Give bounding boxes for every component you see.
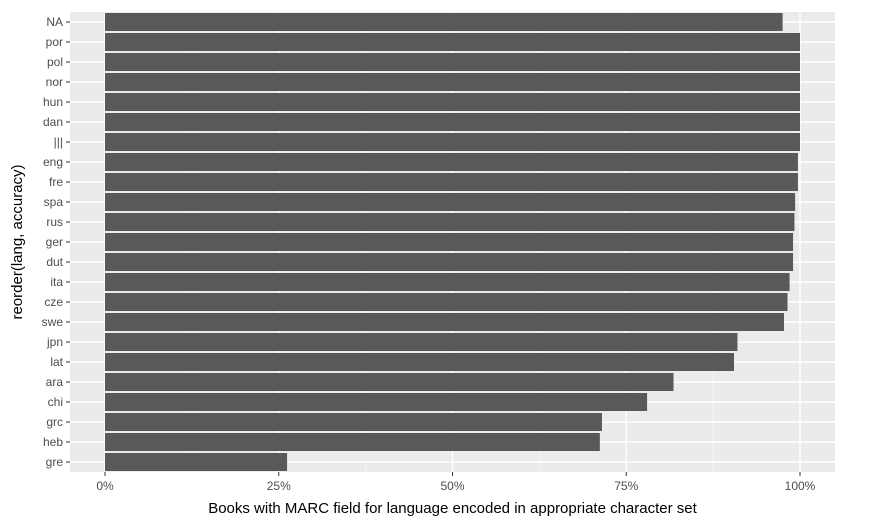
y-tick-label: por [46, 35, 63, 49]
bar-swe [105, 313, 785, 331]
bar-heb [105, 433, 600, 451]
bar-ara [105, 373, 674, 391]
bar-gre [105, 453, 288, 471]
bar-chi [105, 393, 648, 411]
y-tick-label: lat [50, 355, 63, 369]
bar-pol [105, 53, 800, 71]
y-tick-label: gre [46, 455, 64, 469]
y-tick-label: nor [46, 75, 63, 89]
bar-fre [105, 173, 798, 191]
bar-||| [105, 133, 800, 151]
bar-ger [105, 233, 794, 251]
bars [105, 13, 800, 471]
bar-hun [105, 93, 800, 111]
bar-grc [105, 413, 602, 431]
y-tick-label: eng [43, 155, 63, 169]
bar-ita [105, 273, 790, 291]
bar-NA [105, 13, 783, 31]
y-tick-label: NA [46, 15, 63, 29]
x-axis-title: Books with MARC field for language encod… [208, 500, 697, 517]
y-tick-label: dut [46, 255, 63, 269]
y-tick-label: ||| [54, 135, 63, 149]
bar-jpn [105, 333, 738, 351]
x-tick-label: 50% [440, 479, 464, 493]
bar-eng [105, 153, 798, 171]
y-tick-label: heb [43, 435, 63, 449]
bar-dan [105, 113, 800, 131]
y-tick-label: spa [44, 195, 64, 209]
x-axis: 0% 25% 50% 75% 100% [96, 472, 816, 493]
bar-dut [105, 253, 794, 271]
x-tick-label: 25% [267, 479, 291, 493]
y-tick-label: ita [50, 275, 63, 289]
x-tick-label: 100% [785, 479, 816, 493]
y-tick-label: swe [42, 315, 64, 329]
x-tick-label: 75% [614, 479, 638, 493]
y-tick-label: ara [46, 375, 64, 389]
y-tick-label: fre [49, 175, 63, 189]
y-tick-label: hun [43, 95, 63, 109]
y-tick-label: pol [47, 55, 63, 69]
bar-por [105, 33, 800, 51]
y-tick-label: jpn [46, 335, 63, 349]
bar-rus [105, 213, 795, 231]
x-tick-label: 0% [96, 479, 114, 493]
bar-cze [105, 293, 788, 311]
y-tick-label: dan [43, 115, 63, 129]
bar-nor [105, 73, 800, 91]
y-tick-label: rus [46, 215, 63, 229]
y-tick-label: ger [46, 235, 63, 249]
bar-spa [105, 193, 796, 211]
y-tick-label: cze [44, 295, 63, 309]
y-axis: NA por pol nor hun dan ||| eng fre spa rus ger dut it… [42, 15, 70, 469]
y-tick-label: grc [46, 415, 63, 429]
y-tick-label: chi [48, 395, 63, 409]
bar-lat [105, 353, 734, 371]
y-axis-title: reorder(lang, accuracy) [9, 164, 26, 319]
